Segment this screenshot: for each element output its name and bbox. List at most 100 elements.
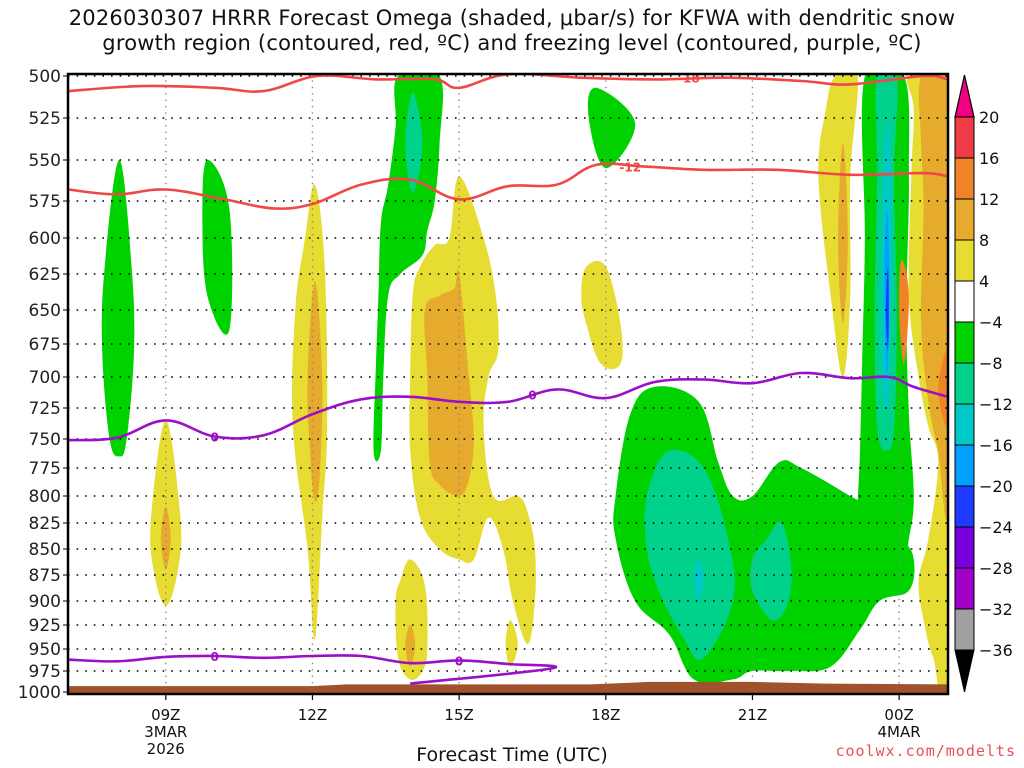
omega-region-orange-col-12z xyxy=(307,281,323,503)
colorbar-swatch xyxy=(954,567,975,610)
y-tick-label-600: 600 xyxy=(29,229,61,249)
omega-region-teal-diamond-14z xyxy=(405,92,423,193)
y-tick-label-625: 625 xyxy=(29,265,61,285)
x-axis-label: Forecast Time (UTC) xyxy=(416,744,608,766)
omega-region-green-stream-14z xyxy=(373,74,444,462)
colorbar-swatch xyxy=(954,526,975,569)
colorbar-label: −12 xyxy=(979,395,1013,414)
colorbar-label: 12 xyxy=(979,190,999,209)
colorbar: 20 16 12 8 4 −4 −8 −12 −16 −20 −24 −28 −32 −36 xyxy=(954,74,1013,693)
omega-region-orange-right-00z xyxy=(918,74,948,520)
y-tick-label-675: 675 xyxy=(29,335,61,355)
contour-freezing-lower xyxy=(68,654,557,685)
omega-region-dorange-00z xyxy=(899,259,909,364)
x-tick-label-15Z: 15Z xyxy=(444,706,473,724)
y-tick-label-850: 850 xyxy=(29,540,61,560)
omega-region-orange-14z-lower xyxy=(405,625,416,667)
y-tick-label-500: 500 xyxy=(29,67,61,87)
contour-dgz-minus12 xyxy=(68,162,948,210)
contour-label-freezing-lower-label2: 0 xyxy=(455,654,463,668)
omega-region-cyan-drop-20z xyxy=(693,559,704,601)
colorbar-swatch xyxy=(954,403,975,446)
omega-region-green-column-08z xyxy=(101,160,135,457)
plot-frame xyxy=(66,72,950,696)
colorbar-swatch xyxy=(954,116,975,159)
colorbar-label: −24 xyxy=(979,518,1013,537)
colorbar-swatch xyxy=(954,157,975,200)
omega-region-yellow-main-15z xyxy=(409,176,536,645)
contour-freezing-upper xyxy=(68,371,948,442)
x-tick-year: 2026 xyxy=(147,740,185,758)
colorbar-label: −4 xyxy=(979,313,1003,332)
grid-layer xyxy=(68,74,948,694)
title-line-2: growth region (contoured, red, ºC) and f… xyxy=(102,31,922,55)
x-tick-label-18Z: 18Z xyxy=(591,706,620,724)
omega-region-dblue-line-24z xyxy=(885,266,889,351)
chart-title: 2026030307 HRRR Forecast Omega (shaded, … xyxy=(0,6,1024,56)
y-tick-label-550: 550 xyxy=(29,151,61,171)
contour-label-freezing-lower: 0 xyxy=(210,650,218,664)
colorbar-swatch xyxy=(954,198,975,241)
contour-label-dgz-minus18: -18 xyxy=(678,72,700,86)
ground-surface xyxy=(68,681,948,694)
contour-label-freezing-upper-label2: 0 xyxy=(528,388,536,402)
axes-layer: 500 525 550 575 600 625 650 675 700 725 750 775 800 8… xyxy=(18,67,950,758)
colorbar-label: 8 xyxy=(979,231,989,250)
y-tick-label-800: 800 xyxy=(29,487,61,507)
x-tick-date: 3MAR xyxy=(144,723,187,741)
y-tick-label-1000: 1000 xyxy=(18,683,61,703)
colorbar-swatch xyxy=(954,280,975,323)
colorbar-swatch xyxy=(954,485,975,528)
x-tick-date: 4MAR xyxy=(878,723,921,741)
colorbar-label: 4 xyxy=(979,272,989,291)
y-tick-label-875: 875 xyxy=(29,566,61,586)
omega-region-yellow-18z-upper xyxy=(581,260,623,370)
y-tick-label-750: 750 xyxy=(29,430,61,450)
colorbar-label: 20 xyxy=(979,108,999,127)
y-tick-label-950: 950 xyxy=(29,640,61,660)
omega-region-green-diamond-18z xyxy=(587,87,636,169)
contour-layer: -18 -12 0 0 0 0 xyxy=(68,72,948,685)
y-tick-label-900: 900 xyxy=(29,592,61,612)
shaded-omega-layer xyxy=(101,74,948,694)
title-line-1: 2026030307 HRRR Forecast Omega (shaded, … xyxy=(68,6,956,30)
omega-region-teal-blob-20z xyxy=(644,449,735,660)
y-tick-label-575: 575 xyxy=(29,192,61,212)
omega-region-orange-main-15z xyxy=(424,268,474,497)
y-tick-label-825: 825 xyxy=(29,514,61,534)
colorbar-swatch xyxy=(954,362,975,405)
y-tick-label-725: 725 xyxy=(29,399,61,419)
contour-label-freezing-upper: 0 xyxy=(210,431,218,445)
x-tick-label-21Z: 21Z xyxy=(738,706,767,724)
y-tick-label-700: 700 xyxy=(29,368,61,388)
colorbar-label: −36 xyxy=(979,641,1013,660)
colorbar-over-arrow xyxy=(954,74,975,118)
omega-region-orange-22z xyxy=(838,143,848,324)
y-tick-label-775: 775 xyxy=(29,459,61,479)
omega-region-teal-blob-21z xyxy=(750,521,792,621)
y-tick-label-650: 650 xyxy=(29,301,61,321)
colorbar-label: −28 xyxy=(979,559,1013,578)
omega-region-green-blob-10z xyxy=(202,159,233,335)
credit-link[interactable]: coolwx.com/modelts xyxy=(835,742,1016,760)
omega-region-yellow-16z-small xyxy=(505,620,518,667)
colorbar-label: −32 xyxy=(979,600,1013,619)
colorbar-label: 16 xyxy=(979,149,999,168)
x-tick-label-12Z: 12Z xyxy=(298,706,327,724)
x-tick-label-09Z: 09Z xyxy=(151,706,180,724)
colorbar-label: −20 xyxy=(979,477,1013,496)
y-tick-label-975: 975 xyxy=(29,662,61,682)
contour-label-dgz-minus12: -12 xyxy=(619,161,641,175)
y-tick-label-525: 525 xyxy=(29,109,61,129)
omega-region-yellow-14z-lower xyxy=(395,559,428,680)
y-tick-label-925: 925 xyxy=(29,616,61,636)
colorbar-under-arrow xyxy=(954,649,975,693)
colorbar-swatch xyxy=(954,608,975,651)
colorbar-swatch xyxy=(954,239,975,282)
colorbar-swatch xyxy=(954,444,975,487)
x-tick-label-00Z: 00Z xyxy=(884,706,913,724)
colorbar-label: −8 xyxy=(979,354,1003,373)
ground-layer xyxy=(68,681,948,694)
colorbar-swatch xyxy=(954,321,975,364)
